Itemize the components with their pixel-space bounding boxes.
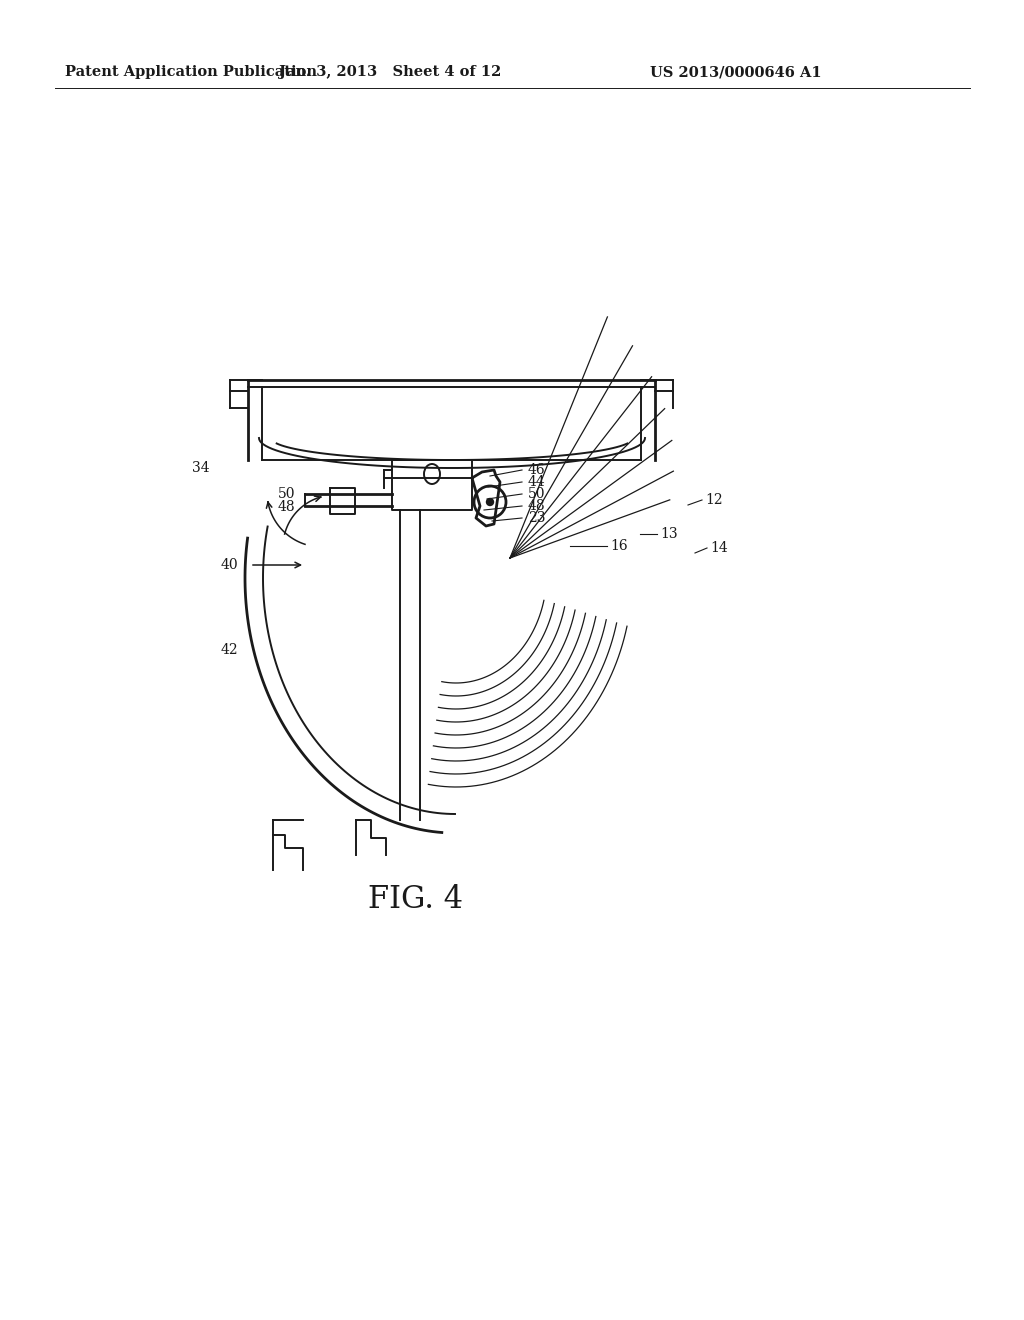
Text: 48: 48	[528, 499, 546, 513]
Text: Jan. 3, 2013   Sheet 4 of 12: Jan. 3, 2013 Sheet 4 of 12	[279, 65, 501, 79]
Text: 44: 44	[528, 475, 546, 488]
Text: 46: 46	[528, 463, 546, 477]
Text: 50: 50	[278, 487, 295, 502]
Text: 48: 48	[278, 500, 295, 513]
Text: Patent Application Publication: Patent Application Publication	[65, 65, 317, 79]
Text: US 2013/0000646 A1: US 2013/0000646 A1	[650, 65, 821, 79]
Text: 40: 40	[220, 558, 238, 572]
Text: 50: 50	[528, 487, 546, 502]
Text: 23: 23	[528, 511, 546, 525]
Text: 13: 13	[660, 527, 678, 541]
Text: 12: 12	[705, 492, 723, 507]
Circle shape	[486, 499, 494, 506]
Text: 16: 16	[610, 539, 628, 553]
Text: FIG. 4: FIG. 4	[368, 884, 463, 916]
Text: 34: 34	[193, 461, 210, 475]
Text: 14: 14	[710, 541, 728, 554]
Text: 42: 42	[220, 643, 238, 657]
